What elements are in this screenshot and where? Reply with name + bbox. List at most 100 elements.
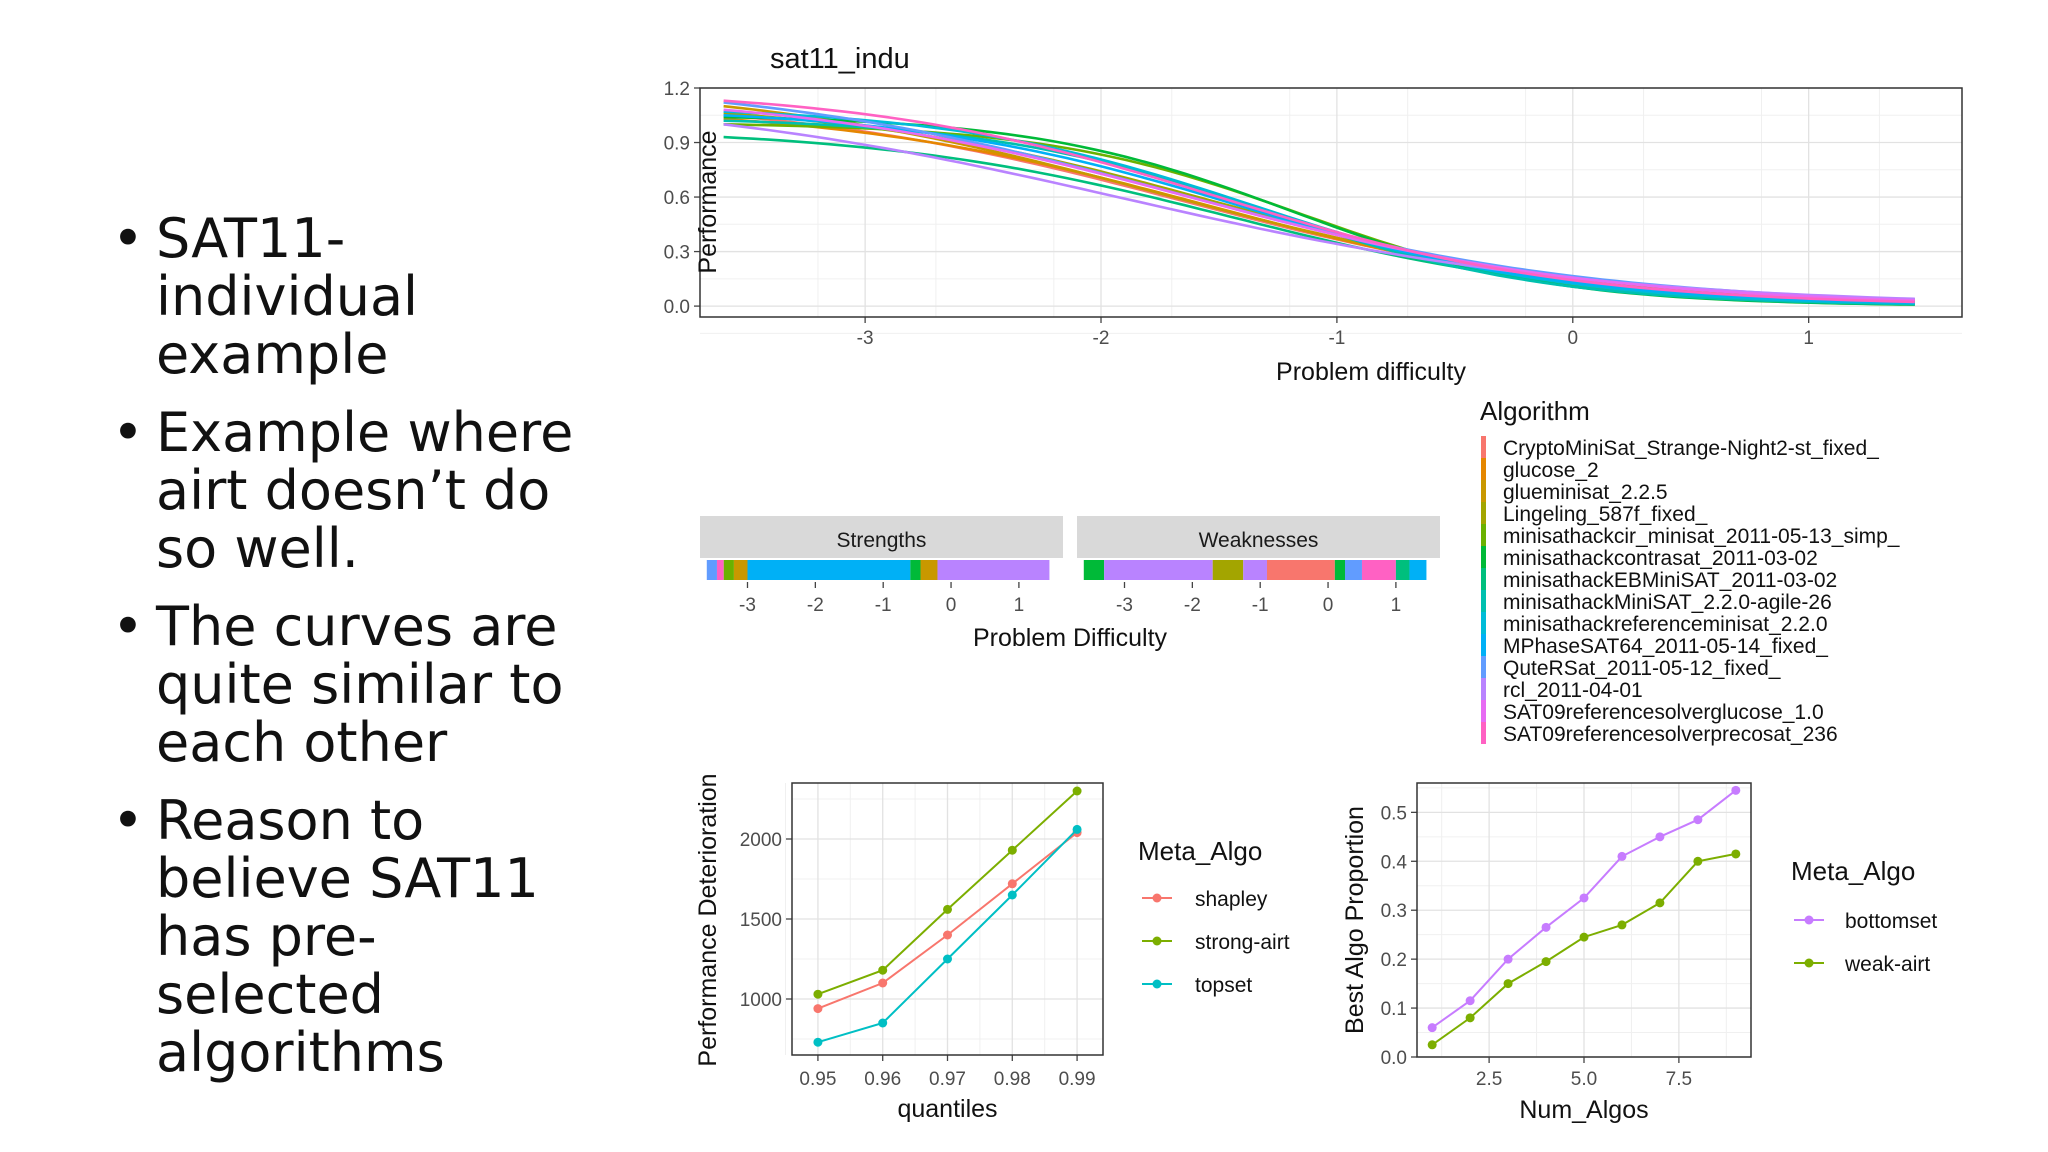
strip-segment [910, 560, 921, 580]
legend-color-bar [1481, 656, 1486, 678]
bullet-list: • SAT11-individual example • Example where… [112, 210, 592, 1102]
x-axis-label: Problem difficulty [1276, 358, 1466, 386]
strip-segment [716, 560, 724, 580]
legend-key-point [1804, 915, 1814, 925]
x-tick-label: 0.98 [994, 1069, 1031, 1090]
legend-entry: Lingeling_587f_fixed_ [1503, 503, 1708, 526]
chart-title: sat11_indu [770, 43, 910, 75]
x-tick-label: 2.5 [1476, 1069, 1502, 1090]
legend-color-bar [1481, 436, 1486, 458]
series-line [723, 99, 1915, 304]
legend-entry: QuteRSat_2011-05-12_fixed_ [1503, 657, 1781, 680]
legend-color-bar [1481, 568, 1486, 590]
data-point [1731, 785, 1741, 795]
data-point [1072, 824, 1082, 834]
legend-entry: SAT09referencesolverprecosat_236 [1503, 723, 1838, 746]
strip-segment [1334, 560, 1346, 580]
data-point [1579, 893, 1589, 903]
x-axis-label: quantiles [897, 1095, 997, 1123]
data-point [1007, 890, 1017, 900]
legend-entry: glucose_2 [1503, 459, 1599, 482]
y-tick-label: 1000 [740, 990, 782, 1011]
bullet-text: The curves are quite similar to each oth… [156, 595, 564, 774]
legend-title: Meta_Algo [1138, 836, 1262, 866]
data-point [943, 930, 952, 940]
legend-entry: SAT09referencesolverglucose_1.0 [1503, 701, 1824, 724]
data-point [1465, 996, 1475, 1006]
y-tick-label: 0.5 [1381, 803, 1407, 824]
bullet-item: • Example where airt doesn’t do so well. [112, 404, 592, 578]
bullet-text: SAT11-individual example [156, 207, 419, 386]
legend-entry: CryptoMiniSat_Strange-Night2-st_fixed_ [1503, 437, 1879, 460]
data-point [1655, 898, 1665, 908]
facet-label: Strengths [837, 529, 927, 552]
y-tick-label: 0.4 [1381, 852, 1408, 873]
data-point [878, 1018, 888, 1028]
data-point [1579, 932, 1589, 942]
legend-entry: minisathackMiniSAT_2.2.0-agile-26 [1503, 591, 1832, 614]
legend-entry: topset [1195, 974, 1252, 997]
plot-border [791, 782, 1104, 1056]
y-axis-label: Best Algo Proportion [1341, 806, 1369, 1034]
x-tick-label: 0 [946, 595, 957, 616]
legend-color-bar [1481, 678, 1486, 700]
legend-color-bar [1481, 502, 1486, 524]
strip-segment [1212, 560, 1244, 580]
bullet-item: • The curves are quite similar to each ot… [112, 598, 592, 772]
data-point [1617, 920, 1627, 930]
data-point [878, 978, 888, 988]
legend-color-bar [1481, 480, 1486, 502]
legend-entry: glueminisat_2.2.5 [1503, 481, 1668, 504]
x-tick-label: 0.97 [929, 1069, 966, 1090]
strip-segment [1243, 560, 1267, 580]
y-axis-label: Performance [694, 130, 722, 273]
data-point [1541, 957, 1551, 967]
y-tick-label: 0.3 [664, 243, 690, 264]
y-tick-label: 0.3 [1381, 901, 1407, 922]
legend-entry: minisathackcir_minisat_2011-05-13_simp_ [1503, 525, 1900, 548]
legend-color-bar [1481, 458, 1486, 480]
data-point [1465, 1013, 1475, 1023]
strip-segment [1083, 560, 1105, 580]
x-tick-label: -2 [1093, 328, 1110, 349]
legend-entry: MPhaseSAT64_2011-05-14_fixed_ [1503, 635, 1828, 658]
data-point [1007, 845, 1017, 855]
y-tick-label: 0.1 [1381, 999, 1407, 1020]
legend-key-point [1152, 936, 1162, 946]
bullet-dot: • [112, 595, 144, 658]
strip-segment [937, 560, 1050, 580]
data-point [813, 1004, 823, 1014]
data-point [1503, 979, 1513, 989]
data-point [813, 989, 823, 999]
legend-entry: weak-airt [1844, 953, 1930, 976]
x-tick-label: -3 [739, 595, 756, 616]
x-tick-label: 1 [1014, 595, 1025, 616]
y-tick-label: 0.0 [1381, 1048, 1407, 1069]
data-point [1427, 1040, 1437, 1050]
y-axis-label: Performance Deterioration [694, 773, 722, 1066]
x-tick-label: -2 [1184, 595, 1201, 616]
data-point [878, 965, 888, 975]
legend-entry: minisathackreferenceminisat_2.2.0 [1503, 613, 1828, 636]
legend-title: Algorithm [1480, 396, 1590, 426]
legend-entry: strong-airt [1195, 931, 1290, 954]
x-tick-label: 0.99 [1059, 1069, 1096, 1090]
strip-segment [1409, 560, 1427, 580]
strip-segment [1345, 560, 1362, 580]
y-tick-label: 1.2 [664, 79, 690, 100]
facet-label: Weaknesses [1199, 529, 1319, 552]
strip-segment [920, 560, 938, 580]
data-point [1731, 849, 1741, 859]
legend-color-bar [1481, 634, 1486, 656]
bullet-text: Reason to believe SAT11 has pre-selected… [156, 789, 539, 1084]
plot-border [1416, 782, 1752, 1058]
bullet-item: • Reason to believe SAT11 has pre-selecte… [112, 792, 592, 1082]
legend-color-bar [1481, 546, 1486, 568]
legend-title: Meta_Algo [1791, 856, 1915, 886]
x-tick-label: 0.95 [799, 1069, 836, 1090]
strip-segment [1104, 560, 1213, 580]
legend-entry: rcl_2011-04-01 [1503, 679, 1643, 702]
bullet-dot: • [112, 207, 144, 270]
